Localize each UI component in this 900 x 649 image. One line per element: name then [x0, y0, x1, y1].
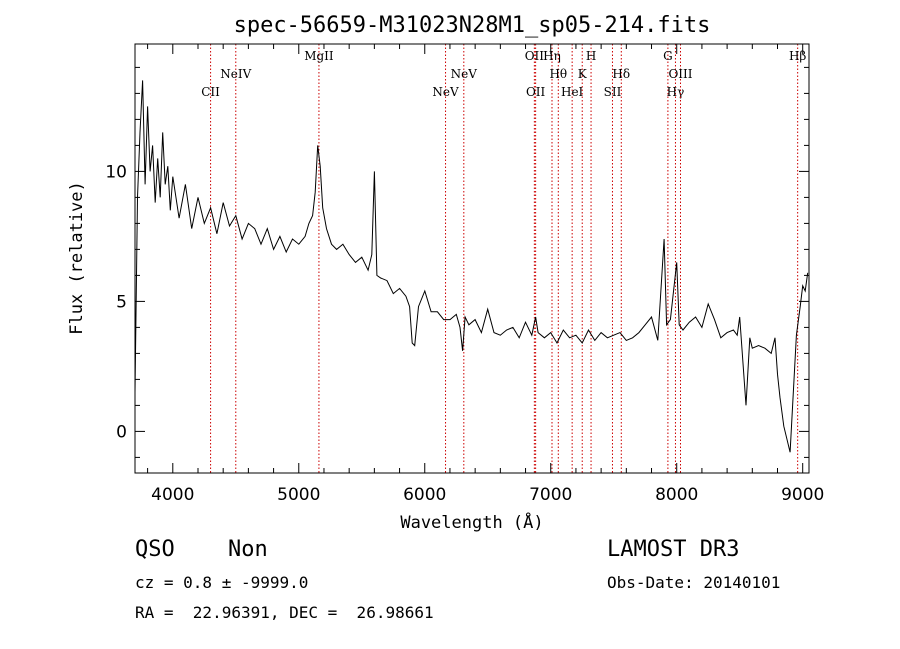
line-label: MgII	[304, 49, 334, 63]
spectrum-line	[134, 80, 809, 453]
line-label: Hγ	[667, 85, 685, 99]
line-label: SII	[604, 85, 622, 99]
coordinates: RA = 22.96391, DEC = 26.98661	[135, 603, 434, 622]
x-axis-label: Wavelength (Å)	[400, 511, 543, 533]
x-tick-label: 7000	[529, 485, 572, 505]
y-tick-label: 0	[116, 422, 127, 442]
line-label: Hβ	[789, 49, 806, 63]
line-label: G	[663, 49, 673, 63]
x-tick-label: 4000	[151, 485, 194, 505]
emission-line-markers: CIINeIVMgIINeVNeVOIIOIIHηHθHeIKHSIIHδGHγ…	[201, 44, 806, 473]
line-label: CII	[201, 85, 220, 99]
line-label: H	[586, 49, 596, 63]
y-axis-label: Flux (relative)	[67, 181, 87, 335]
y-tick-label: 5	[116, 292, 127, 312]
object-subclass: Non	[228, 537, 268, 562]
survey-label: LAMOST DR3	[607, 537, 740, 562]
chart-title: spec-56659-M31023N28M1_sp05-214.fits	[234, 13, 711, 38]
line-label: Hδ	[612, 67, 630, 81]
line-label: NeV	[451, 67, 478, 81]
line-label: NeV	[432, 85, 459, 99]
line-label: OII	[526, 85, 546, 99]
line-label: Hθ	[549, 67, 567, 81]
obs-date: Obs-Date: 20140101	[607, 573, 781, 592]
object-class: QSO	[135, 537, 175, 562]
line-label: OII	[525, 49, 545, 63]
x-tick-label: 5000	[277, 485, 320, 505]
axes: 4000 5000 6000 7000 8000 9000 0 5 10	[105, 44, 824, 505]
y-tick-label: 10	[105, 162, 127, 182]
x-tick-label: 6000	[403, 485, 446, 505]
x-tick-label: 8000	[655, 485, 698, 505]
line-label: K	[578, 67, 588, 81]
line-label: OIII	[668, 67, 692, 81]
x-tick-label: 9000	[781, 485, 824, 505]
plot-frame	[134, 43, 810, 474]
line-label: HeI	[561, 85, 584, 99]
redshift-readout: cz = 0.8 ± -9999.0	[135, 573, 309, 592]
line-label: Hη	[543, 49, 561, 63]
line-label: NeIV	[220, 67, 251, 81]
